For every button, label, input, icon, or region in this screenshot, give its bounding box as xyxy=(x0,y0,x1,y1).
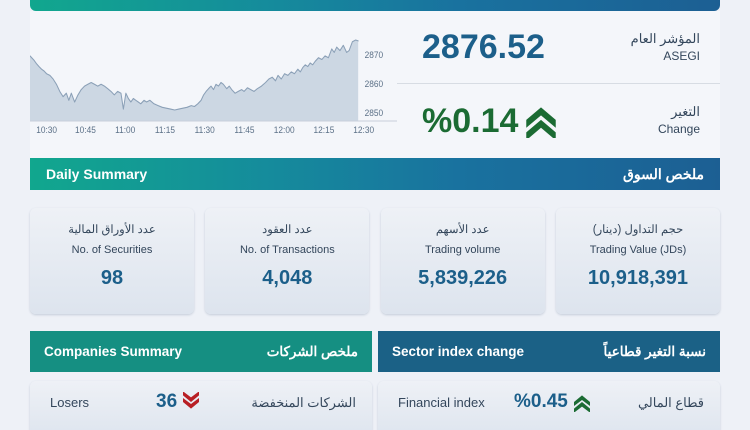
svg-text:12:30: 12:30 xyxy=(353,125,374,135)
svg-text:2860: 2860 xyxy=(365,79,384,89)
svg-text:10:30: 10:30 xyxy=(36,125,57,135)
svg-text:2870: 2870 xyxy=(365,50,384,60)
svg-text:11:45: 11:45 xyxy=(234,125,254,135)
svg-text:12:15: 12:15 xyxy=(314,125,335,135)
svg-text:11:15: 11:15 xyxy=(155,125,175,135)
svg-text:11:30: 11:30 xyxy=(195,125,215,135)
svg-text:12:00: 12:00 xyxy=(274,125,295,135)
svg-text:11:00: 11:00 xyxy=(115,125,135,135)
svg-text:2850: 2850 xyxy=(365,108,384,118)
svg-text:10:45: 10:45 xyxy=(75,125,96,135)
